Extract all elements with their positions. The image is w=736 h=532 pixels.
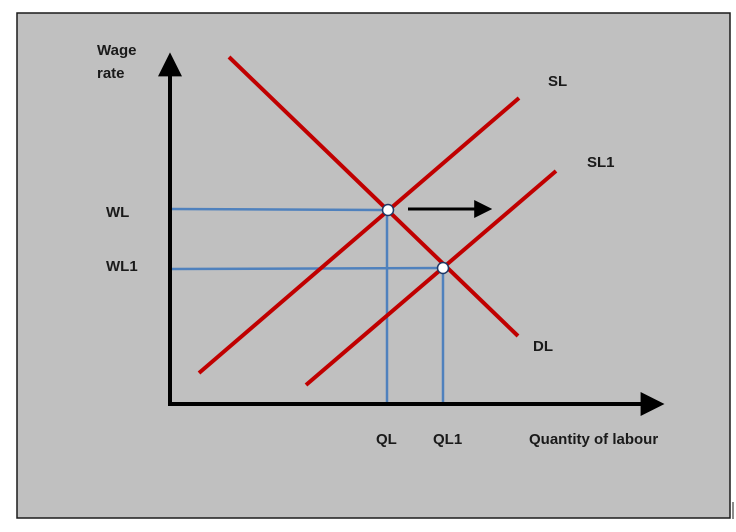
y-axis-label-line2: rate bbox=[97, 65, 125, 82]
quantity-label-ql: QL bbox=[376, 431, 397, 448]
curve-label-dl: DL bbox=[533, 338, 553, 355]
curve-label-sl: SL bbox=[548, 73, 567, 90]
y-axis-label-line1: Wage bbox=[97, 42, 136, 59]
guide-wl bbox=[171, 207, 389, 212]
guide-wl1 bbox=[171, 266, 444, 271]
equilibrium-point-new bbox=[436, 261, 450, 275]
supply-curve-sl1 bbox=[304, 169, 558, 387]
demand-curve-dl bbox=[227, 55, 520, 338]
equilibrium-point bbox=[381, 203, 395, 217]
wage-label-wl: WL bbox=[106, 204, 129, 221]
curve-label-sl1: SL1 bbox=[587, 154, 615, 171]
supply-curve-sl bbox=[197, 96, 521, 375]
diagram-background bbox=[16, 12, 731, 519]
x-axis-label: Quantity of labour bbox=[529, 431, 658, 448]
wage-label-wl1: WL1 bbox=[106, 258, 138, 275]
quantity-label-ql1: QL1 bbox=[433, 431, 462, 448]
